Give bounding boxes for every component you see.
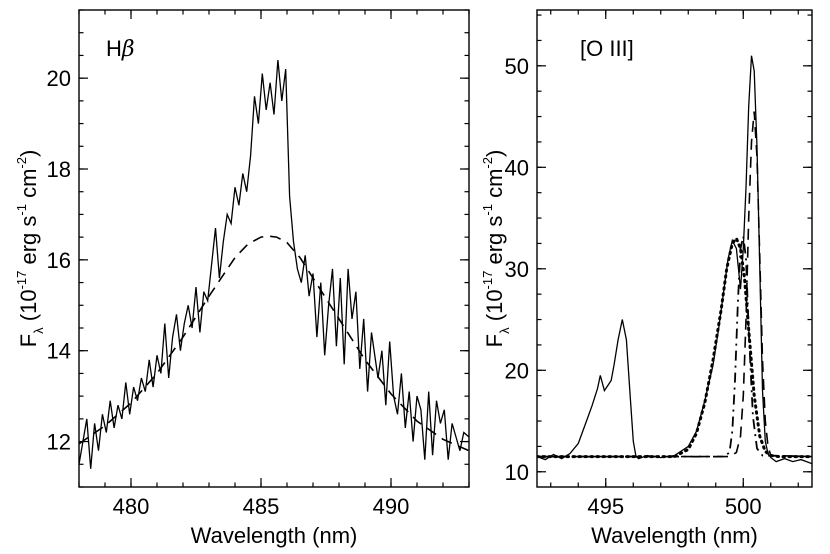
right-x-tick-label: 500 xyxy=(725,494,762,519)
right-series-dotted xyxy=(537,235,812,459)
right-y-tick-label: 50 xyxy=(505,54,529,79)
right-panel: 495 500 10 20 30 40 50 [O III] Wavelength (nm) Fλ… xyxy=(480,9,813,548)
left-y-tick-label: 14 xyxy=(47,339,71,364)
right-y-tick-label: 20 xyxy=(505,358,529,383)
left-y-tick-label: 12 xyxy=(47,430,71,455)
left-series-dashed xyxy=(79,235,469,452)
right-x-axis-label: Wavelength (nm) xyxy=(591,523,758,548)
left-y-tick-label: 18 xyxy=(47,157,71,182)
left-x-tick-label: 485 xyxy=(243,494,280,519)
right-annotation: [O III] xyxy=(580,36,634,61)
right-series-dashed xyxy=(537,111,812,458)
left-x-tick-label: 490 xyxy=(373,494,410,519)
left-y-tick-label: 20 xyxy=(47,66,71,91)
left-x-axis-label: Wavelength (nm) xyxy=(191,523,358,548)
left-x-tick-label: 480 xyxy=(113,494,150,519)
right-y-tick-label: 30 xyxy=(505,257,529,282)
right-y-axis-label: Fλ (10-17 erg s-1 cm-2) xyxy=(480,150,512,348)
right-series-solid xyxy=(537,55,812,465)
right-x-tick-label: 495 xyxy=(587,494,624,519)
left-series-solid xyxy=(79,59,469,469)
right-plot-frame xyxy=(536,9,813,488)
left-panel: 480 485 490 12 14 16 18 20 Hβ Wavelength (nm) Fλ (… xyxy=(14,9,470,548)
left-y-axis-label: Fλ (10-17 erg s-1 cm-2) xyxy=(14,150,46,348)
left-plot-frame xyxy=(78,9,470,488)
right-y-tick-label: 10 xyxy=(505,460,529,485)
right-y-tick-label: 40 xyxy=(505,155,529,180)
left-y-tick-label: 16 xyxy=(47,248,71,273)
right-series-dashdot xyxy=(537,236,812,458)
left-annotation: Hβ xyxy=(106,36,135,62)
